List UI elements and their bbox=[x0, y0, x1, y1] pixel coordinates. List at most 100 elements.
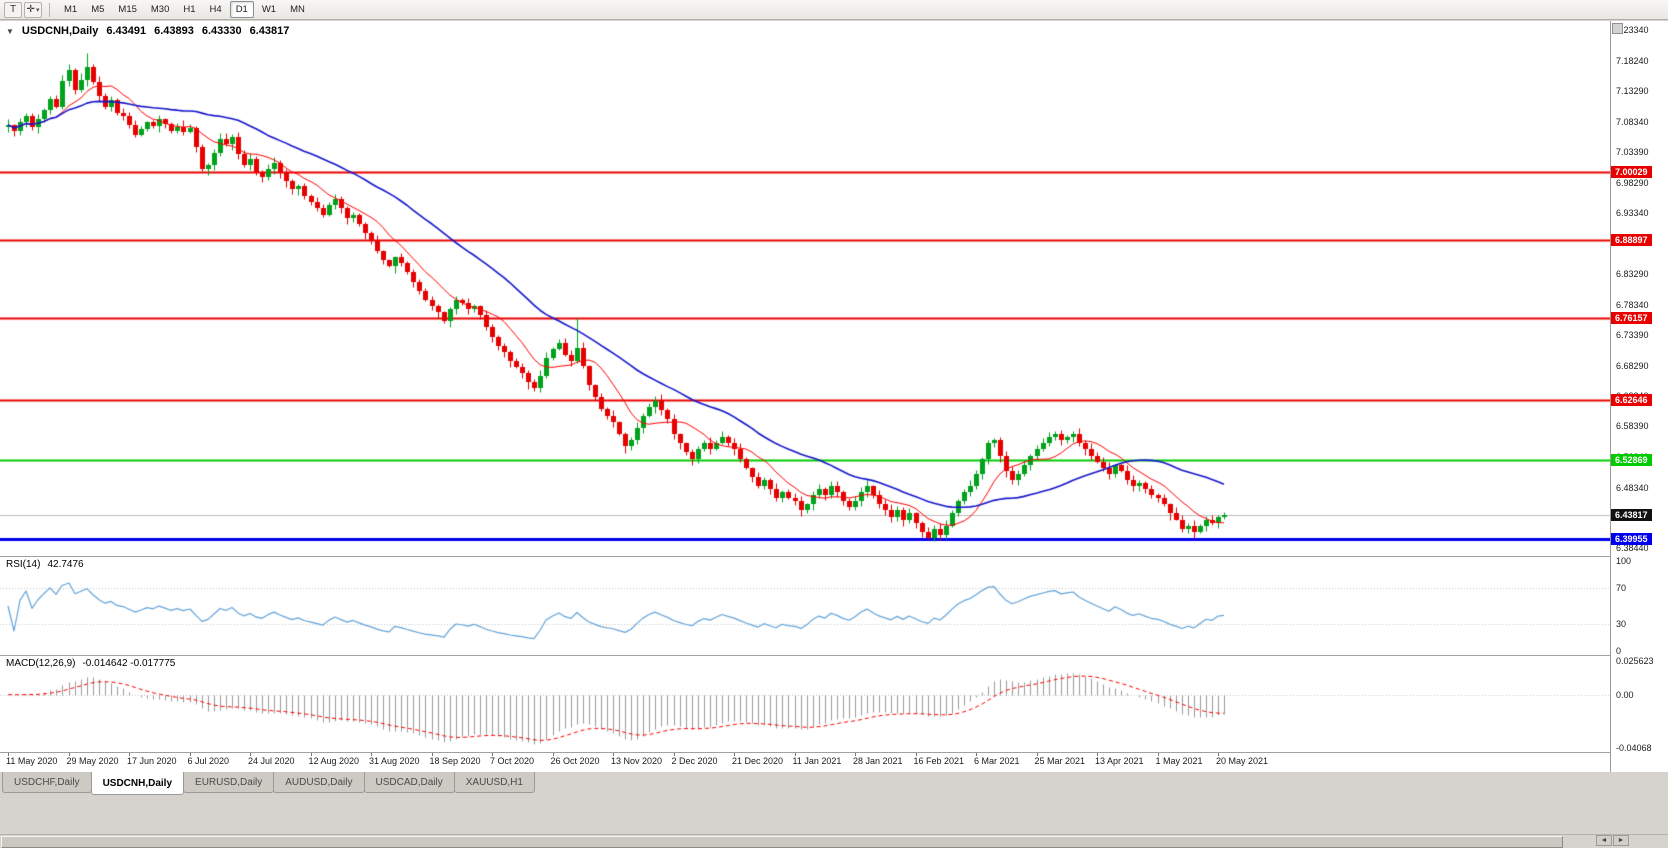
scroll-left-button[interactable]: ◄ bbox=[1596, 835, 1612, 846]
price-level-badge: 6.52869 bbox=[1611, 453, 1652, 466]
timeframe-button-M5[interactable]: M5 bbox=[91, 4, 105, 15]
scrollbar-thumb[interactable] bbox=[1, 836, 1563, 848]
chevron-down-icon: ▾ bbox=[35, 6, 40, 14]
pane-separator-rsi[interactable] bbox=[0, 556, 1610, 557]
price-tick-label: 7.18240 bbox=[1616, 56, 1649, 67]
date-tick bbox=[310, 753, 312, 756]
date-tick bbox=[68, 753, 70, 756]
price-level-badge: 6.88897 bbox=[1611, 234, 1652, 247]
collapse-chart-icon[interactable]: ▼ bbox=[6, 26, 14, 36]
date-label: 26 Oct 2020 bbox=[550, 756, 600, 766]
timeframe-button-W1[interactable]: W1 bbox=[261, 4, 277, 15]
price-tick-label: 7.13290 bbox=[1616, 86, 1649, 97]
date-tick bbox=[431, 753, 433, 756]
date-label: 12 Aug 2020 bbox=[308, 756, 360, 766]
tab-usdcnh[interactable]: USDCNH,Daily bbox=[90, 772, 185, 795]
macd-label: MACD(12,26,9) bbox=[6, 658, 76, 669]
timeframe-button-M30[interactable]: M30 bbox=[150, 4, 170, 15]
open-value: 6.43491 bbox=[106, 25, 147, 37]
pane-separator-dates bbox=[0, 752, 1610, 753]
date-tick bbox=[855, 753, 856, 756]
timeframe-button-M15[interactable]: M15 bbox=[118, 4, 137, 15]
tab-eurusd[interactable]: EURUSD,Daily bbox=[183, 772, 275, 793]
horizontal-scrollbar[interactable] bbox=[0, 834, 1668, 848]
date-label: 18 Sep 2020 bbox=[429, 756, 481, 766]
price-tick-label: 6.38440 bbox=[1616, 543, 1649, 553]
date-tick bbox=[129, 753, 130, 756]
rsi-header: RSI(14) 42.7476 bbox=[6, 559, 84, 570]
price-tick-label: 6.73390 bbox=[1616, 329, 1649, 340]
rsi-label: RSI(14) bbox=[6, 559, 41, 570]
date-label: 11 Jan 2021 bbox=[792, 756, 842, 766]
price-level-badge: 7.00029 bbox=[1611, 166, 1652, 179]
date-label: 2 Dec 2020 bbox=[671, 756, 718, 766]
timeframe-button-MN[interactable]: MN bbox=[290, 4, 305, 15]
date-label: 31 Aug 2020 bbox=[369, 756, 420, 766]
timeframe-buttons: M1 M5 M15 M30 H1 H4 D1 W1 MN bbox=[57, 1, 312, 18]
date-tick bbox=[1157, 753, 1159, 756]
date-tick bbox=[915, 753, 917, 756]
macd-tick-label: 0.025623 bbox=[1616, 656, 1654, 666]
date-tick bbox=[1036, 753, 1038, 756]
date-tick bbox=[8, 753, 9, 756]
scroll-right-button[interactable]: ► bbox=[1613, 835, 1629, 846]
rsi-tick-label: 0 bbox=[1616, 646, 1622, 656]
date-tick bbox=[250, 753, 251, 756]
chart-region: ▼ USDCNH,Daily 6.43491 6.43893 6.43330 6… bbox=[0, 21, 1668, 773]
date-label: 6 Mar 2021 bbox=[974, 756, 1020, 766]
price-level-badge: 6.39955 bbox=[1611, 532, 1652, 545]
price-tick-label: 6.83290 bbox=[1616, 269, 1649, 280]
scroll-right-icon: ► bbox=[1617, 837, 1625, 844]
date-label: 29 May 2020 bbox=[66, 756, 119, 766]
date-tick bbox=[794, 753, 796, 756]
cursor-tool-button[interactable]: ✛ ▾ bbox=[24, 1, 42, 18]
price-level-badge: 6.62646 bbox=[1611, 394, 1652, 407]
date-label: 17 Jun 2020 bbox=[127, 756, 177, 766]
tab-usdchf[interactable]: USDCHF,Daily bbox=[2, 772, 92, 793]
price-tick-label: 7.23340 bbox=[1616, 25, 1649, 35]
price-axis-divider bbox=[1610, 21, 1611, 772]
date-tick bbox=[1218, 753, 1219, 756]
high-value: 6.43893 bbox=[154, 25, 194, 37]
rsi-tick-label: 30 bbox=[1616, 619, 1627, 629]
date-tick bbox=[734, 753, 735, 756]
date-label: 20 May 2021 bbox=[1216, 756, 1269, 766]
chart-canvas[interactable] bbox=[0, 21, 1610, 753]
macd-header: MACD(12,26,9) -0.014642 -0.017775 bbox=[6, 658, 175, 669]
date-tick bbox=[371, 753, 372, 756]
tab-xauusd[interactable]: XAUUSD,H1 bbox=[453, 772, 535, 793]
timeframe-button-H1[interactable]: H1 bbox=[183, 4, 196, 15]
low-value: 6.43330 bbox=[201, 25, 242, 37]
tab-audusd[interactable]: AUDUSD,Daily bbox=[273, 772, 365, 793]
macd-value: -0.014642 -0.017775 bbox=[82, 658, 176, 669]
toolbar-separator bbox=[49, 2, 50, 17]
date-label: 13 Nov 2020 bbox=[611, 756, 663, 766]
chart-shift-marker[interactable] bbox=[1612, 23, 1623, 34]
timeframe-button-H4[interactable]: H4 bbox=[209, 4, 222, 15]
close-value: 6.43817 bbox=[249, 25, 290, 37]
macd-tick-label: 0.00 bbox=[1616, 689, 1634, 700]
timeframe-button-D1[interactable]: D1 bbox=[229, 1, 254, 18]
timeframe-button-M1[interactable]: M1 bbox=[64, 4, 78, 15]
tab-usdcad[interactable]: USDCAD,Daily bbox=[363, 772, 455, 793]
pane-separator-macd[interactable] bbox=[0, 655, 1610, 656]
price-tick-label: 6.48340 bbox=[1616, 482, 1649, 493]
date-label: 7 Oct 2020 bbox=[490, 756, 535, 766]
toolbar: T ✛ ▾ M1 M5 M15 M30 H1 H4 D1 W1 MN bbox=[0, 0, 1668, 20]
date-tick bbox=[552, 753, 554, 756]
symbol-label: USDCNH,Daily bbox=[21, 25, 99, 37]
date-tick bbox=[673, 753, 675, 756]
date-label: 25 Mar 2021 bbox=[1034, 756, 1086, 766]
rsi-value: 42.7476 bbox=[47, 559, 84, 570]
date-tick bbox=[1097, 753, 1098, 756]
text-tool-icon: T bbox=[9, 4, 17, 15]
text-tool-button[interactable]: T bbox=[4, 1, 22, 18]
crosshair-icon: ✛ bbox=[26, 4, 35, 15]
date-label: 6 Jul 2020 bbox=[187, 756, 230, 766]
price-tick-label: 6.58390 bbox=[1616, 421, 1649, 432]
chart-title: ▼ USDCNH,Daily 6.43491 6.43893 6.43330 6… bbox=[6, 25, 289, 37]
rsi-tick-label: 100 bbox=[1616, 556, 1632, 566]
price-tick-label: 6.93340 bbox=[1616, 208, 1649, 219]
date-label: 24 Jul 2020 bbox=[248, 756, 295, 766]
